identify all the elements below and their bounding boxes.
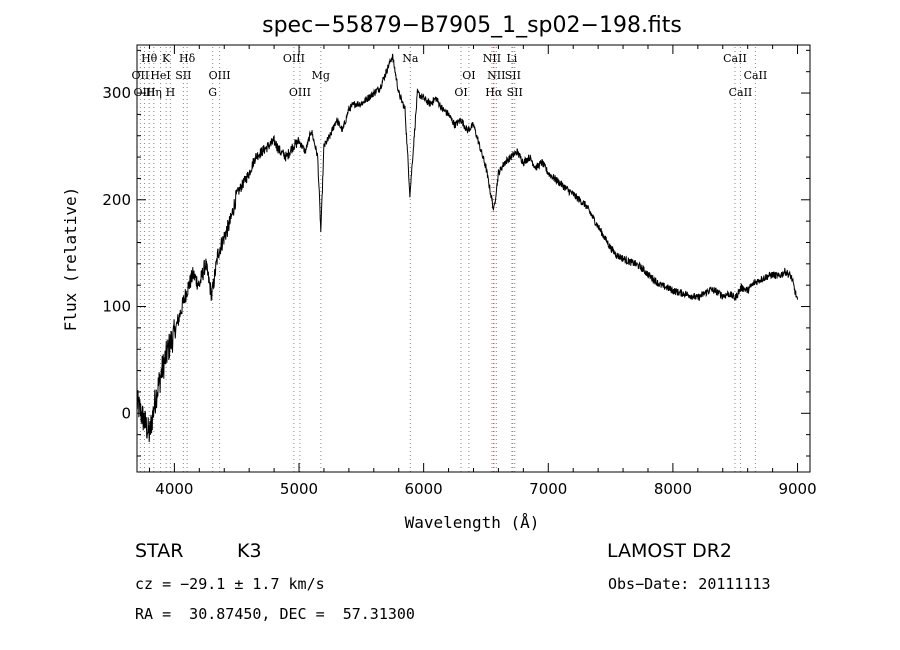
x-axis: 4000 5000 6000 7000 8000 9000: [148, 45, 817, 498]
x-tick-label: 7000: [529, 480, 567, 498]
line-label: Li: [506, 52, 517, 65]
spectrum-series: [136, 53, 798, 443]
line-label: OIII: [209, 69, 231, 82]
object-type: STAR: [135, 540, 184, 562]
x-tick-label: 8000: [654, 480, 692, 498]
line-label: Mg: [312, 69, 330, 82]
x-tick-label: 9000: [778, 480, 816, 498]
line-label: K: [162, 52, 171, 65]
line-guides: [139, 47, 756, 472]
y-axis-label: Flux (relative): [61, 187, 80, 332]
line-label: SII: [175, 69, 191, 82]
coordinates: RA = 30.87450, DEC = 57.31300: [135, 605, 415, 623]
line-label: OI: [462, 69, 475, 82]
line-label: Hθ: [141, 52, 158, 65]
line-label: G: [208, 86, 217, 99]
line-label: OII: [132, 69, 150, 82]
plot-frame: [136, 44, 811, 473]
x-tick-label: 4000: [155, 480, 193, 498]
chart-title: spec−55879−B7905_1_sp02−198.fits: [262, 13, 682, 38]
line-label: H: [166, 86, 176, 99]
line-label: OIII: [289, 86, 311, 99]
line-label: Hα: [485, 86, 503, 99]
line-label: NII: [483, 52, 501, 65]
redshift-velocity: cz = −29.1 ± 1.7 km/s: [135, 575, 325, 593]
line-label: CaII: [744, 69, 768, 82]
line-label: OIII: [283, 52, 305, 65]
line-label: OI: [454, 86, 467, 99]
x-tick-label: 6000: [405, 480, 443, 498]
y-tick-label: 100: [102, 298, 131, 316]
x-axis-label: Wavelength (Å): [405, 513, 540, 532]
y-axis: 0 100 200 300: [102, 49, 810, 457]
line-label: SII: [507, 86, 523, 99]
line-label: NII: [487, 69, 505, 82]
x-tick-label: 5000: [280, 480, 318, 498]
subclass: K3: [237, 540, 262, 562]
line-label: Hδ: [179, 52, 196, 65]
y-tick-label: 300: [102, 84, 131, 102]
line-label: Na: [402, 52, 419, 65]
line-label: HeI: [150, 69, 170, 82]
line-label: Hη: [146, 86, 162, 99]
y-tick-label: 0: [121, 404, 131, 422]
line-label: CaII: [729, 86, 753, 99]
y-tick-label: 200: [102, 191, 131, 209]
line-label: OIII: [133, 86, 155, 99]
survey-name: LAMOST DR2: [607, 540, 732, 562]
line-label: CaII: [723, 52, 747, 65]
line-label: SII: [505, 69, 521, 82]
observation-date: Obs−Date: 20111113: [608, 575, 771, 593]
